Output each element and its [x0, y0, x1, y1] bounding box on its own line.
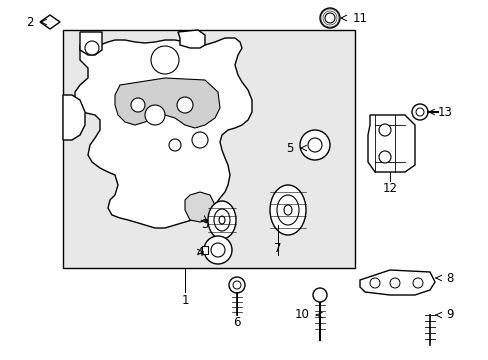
Text: 11: 11: [352, 12, 367, 24]
Ellipse shape: [219, 216, 224, 224]
Text: 2: 2: [26, 15, 34, 28]
Polygon shape: [115, 78, 220, 128]
Circle shape: [131, 98, 145, 112]
Polygon shape: [75, 38, 251, 228]
Text: 12: 12: [382, 181, 397, 194]
Circle shape: [415, 108, 423, 116]
Bar: [202, 246, 207, 254]
Circle shape: [411, 104, 427, 120]
Circle shape: [169, 139, 181, 151]
Circle shape: [378, 124, 390, 136]
Circle shape: [312, 288, 326, 302]
Circle shape: [210, 243, 224, 257]
Ellipse shape: [276, 195, 298, 225]
Ellipse shape: [284, 205, 291, 215]
Circle shape: [389, 278, 399, 288]
Circle shape: [145, 105, 164, 125]
Circle shape: [177, 97, 193, 113]
Circle shape: [85, 41, 99, 55]
Circle shape: [325, 13, 334, 23]
Circle shape: [151, 46, 179, 74]
Circle shape: [378, 151, 390, 163]
Circle shape: [203, 236, 231, 264]
Text: 13: 13: [437, 105, 451, 118]
Bar: [63, 30, 354, 268]
Text: 10: 10: [294, 309, 309, 321]
Text: 9: 9: [446, 309, 453, 321]
Polygon shape: [80, 32, 102, 55]
Text: 3: 3: [201, 219, 208, 231]
Circle shape: [307, 138, 321, 152]
Text: 8: 8: [446, 271, 453, 284]
Circle shape: [369, 278, 379, 288]
Circle shape: [299, 130, 329, 160]
Polygon shape: [40, 15, 60, 29]
Text: 7: 7: [274, 242, 281, 255]
Polygon shape: [63, 95, 85, 140]
Polygon shape: [359, 270, 434, 295]
Text: 4: 4: [196, 246, 203, 258]
Text: 6: 6: [233, 315, 240, 328]
Circle shape: [319, 8, 339, 28]
Ellipse shape: [214, 209, 229, 231]
Ellipse shape: [269, 185, 305, 235]
Circle shape: [192, 132, 207, 148]
Polygon shape: [367, 115, 414, 172]
Circle shape: [232, 281, 241, 289]
Circle shape: [228, 277, 244, 293]
Circle shape: [412, 278, 422, 288]
Text: 5: 5: [286, 141, 293, 154]
Ellipse shape: [207, 201, 236, 239]
Polygon shape: [178, 30, 204, 48]
Polygon shape: [184, 192, 215, 222]
Text: 1: 1: [181, 293, 188, 306]
